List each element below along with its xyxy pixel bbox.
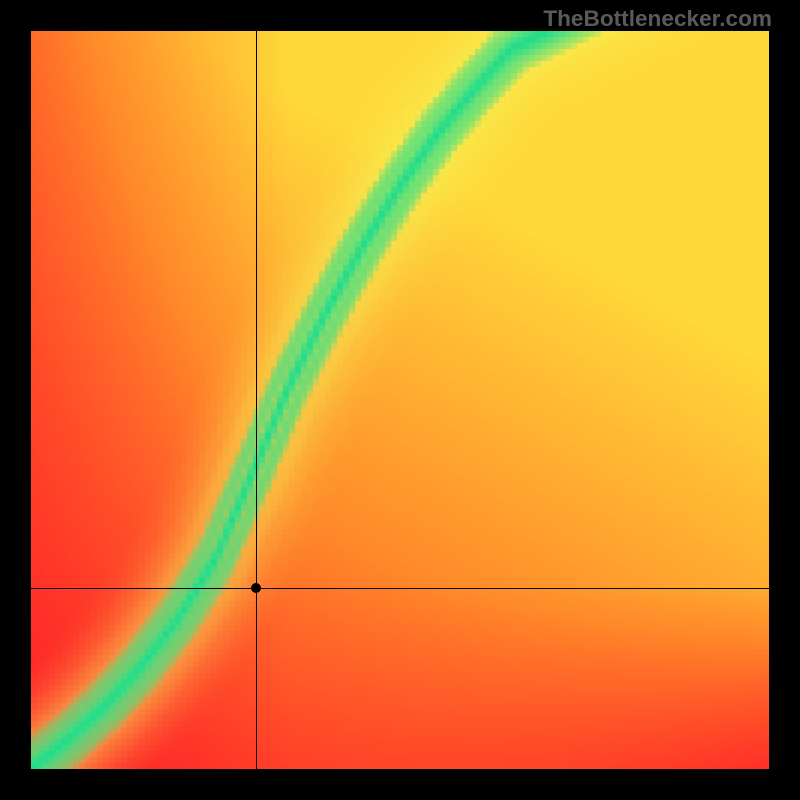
crosshair-vertical: [256, 31, 257, 769]
heatmap-canvas: [31, 31, 769, 769]
crosshair-horizontal: [31, 588, 769, 589]
watermark-text: TheBottlenecker.com: [543, 6, 772, 32]
